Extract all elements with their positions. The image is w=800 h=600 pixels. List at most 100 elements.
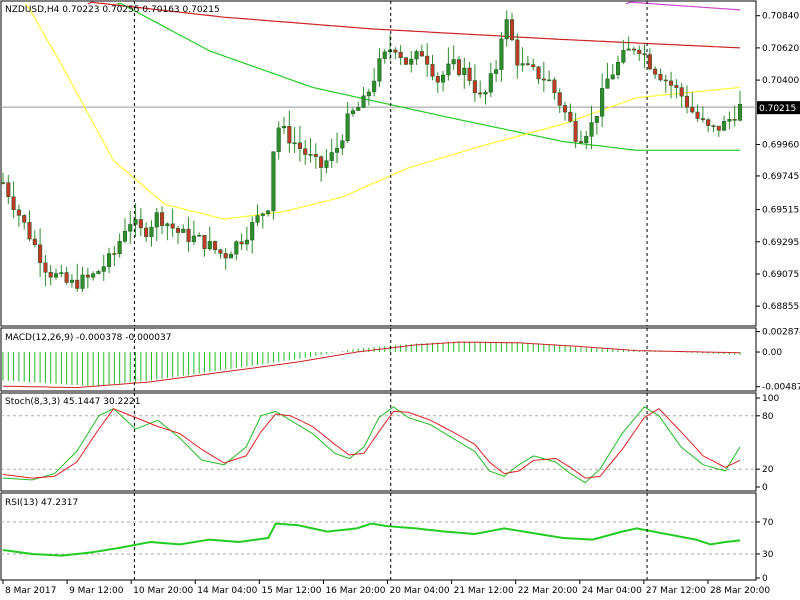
candle-body: [425, 55, 430, 65]
candle-body: [663, 79, 668, 82]
candle-body: [213, 241, 218, 251]
candle-body: [488, 73, 493, 93]
price-tick-label: 0.68855: [762, 302, 799, 312]
candle-body: [228, 253, 234, 259]
candle-body: [356, 107, 361, 111]
rsi-panel-frame: [0, 492, 757, 581]
candle-body: [85, 274, 90, 278]
ma-green-line: [117, 2, 740, 151]
candle-body: [250, 222, 255, 241]
stoch-axis: 100 80 20 0: [756, 394, 779, 493]
candle-body: [106, 253, 112, 267]
candle-body: [669, 80, 674, 86]
candle-body: [175, 227, 181, 233]
macd-tick-label: 0.002874: [762, 328, 800, 338]
candle-body: [494, 69, 499, 74]
candle-body: [197, 235, 202, 237]
period-separators: [133, 1, 648, 326]
candle-body: [324, 160, 329, 168]
moving-averages: [24, 1, 741, 220]
candle-body: [69, 279, 74, 283]
candle-body: [340, 140, 345, 149]
rsi-panel-title: RSI(13) 47.2317: [5, 498, 78, 508]
stoch-signal-line: [2, 408, 741, 479]
time-tick-label: 27 Mar 12:00: [646, 586, 706, 596]
candle-body: [377, 58, 382, 82]
ma-yellow-line: [24, 3, 741, 220]
time-tick-label: 10 Mar 20:00: [133, 586, 193, 596]
price-tick-label: 0.70400: [762, 76, 799, 86]
candle-body: [594, 115, 599, 123]
candle-body: [27, 222, 32, 240]
stoch-tick-label: 0: [762, 483, 768, 493]
candle-body: [181, 228, 186, 233]
rsi-panel[interactable]: RSI(13) 47.2317 70 30 0: [0, 492, 774, 584]
ma-magenta-line: [625, 1, 741, 11]
rsi-period-separators: [133, 493, 648, 580]
candle-body: [202, 235, 207, 250]
stoch-tick-label: 80: [762, 412, 774, 422]
ma-red-line: [87, 1, 741, 49]
candle-body: [631, 48, 637, 51]
candle-body: [706, 119, 711, 126]
candle-body: [388, 49, 393, 53]
candle-body: [398, 51, 403, 58]
candle-body: [472, 80, 477, 94]
rsi-line: [2, 522, 741, 557]
candle-body: [361, 95, 366, 108]
candle-body: [154, 212, 159, 228]
candle-body: [319, 156, 324, 168]
rsi-axis: 70 30 0: [756, 518, 774, 584]
candle-body: [552, 79, 557, 93]
candle-body: [679, 87, 684, 97]
rsi-tick-label: 30: [762, 550, 774, 560]
stoch-panel[interactable]: Stoch(8,3,3) 45.1447 30.2221 100 80 20 0: [0, 392, 779, 493]
candle-body: [722, 121, 727, 131]
candle-body: [674, 85, 679, 88]
rsi-tick-label: 0: [762, 574, 768, 584]
candle-body: [589, 122, 594, 137]
candle-body: [626, 48, 631, 51]
candle-body: [11, 196, 16, 210]
candle-body: [382, 51, 387, 59]
candle-body: [122, 230, 127, 242]
candle-body: [578, 141, 583, 144]
candle-body: [536, 66, 541, 80]
stoch-period-separators: [133, 393, 648, 491]
candle-body: [711, 125, 716, 127]
candle-body: [372, 80, 377, 93]
candle-body: [462, 67, 467, 75]
candle-body: [478, 92, 483, 95]
candle-body: [350, 110, 355, 115]
time-tick-label: 15 Mar 12:00: [261, 586, 321, 596]
candle-body: [16, 209, 21, 216]
candle-body: [138, 219, 143, 229]
time-tick-label: 28 Mar 20:00: [710, 586, 770, 596]
macd-histogram: [2, 341, 741, 386]
price-tick-label: 0.70840: [762, 12, 799, 22]
candle-body: [239, 241, 244, 245]
candle-body: [244, 239, 249, 245]
candle-body: [520, 63, 525, 66]
candle-body: [403, 57, 409, 65]
candle-body: [260, 213, 265, 216]
candle-body: [281, 126, 287, 129]
price-tick-label: 0.70620: [762, 44, 799, 54]
candle-body: [499, 38, 504, 70]
candle-body: [101, 266, 106, 272]
candle-body: [112, 253, 117, 255]
macd-panel[interactable]: MACD(12,26,9) -0.000378 -0.000037 0.0028…: [0, 327, 800, 393]
time-tick-label: 21 Mar 12:00: [454, 586, 514, 596]
macd-period-separators: [133, 328, 648, 391]
candle-body: [223, 253, 228, 259]
macd-axis: 0.002874 0.00 -0.004876: [756, 328, 800, 393]
time-tick-label: 24 Mar 04:00: [582, 586, 642, 596]
candle-body: [234, 241, 239, 255]
candle-body: [297, 142, 302, 149]
price-panel[interactable]: NZDUSD,H4 0.70223 0.70255 0.70163 0.7021…: [0, 0, 800, 327]
candle-body: [53, 273, 59, 278]
candle-body: [414, 51, 419, 60]
candle-body: [441, 74, 446, 83]
candle-body: [144, 227, 149, 237]
stoch-panel-frame: [0, 392, 757, 492]
